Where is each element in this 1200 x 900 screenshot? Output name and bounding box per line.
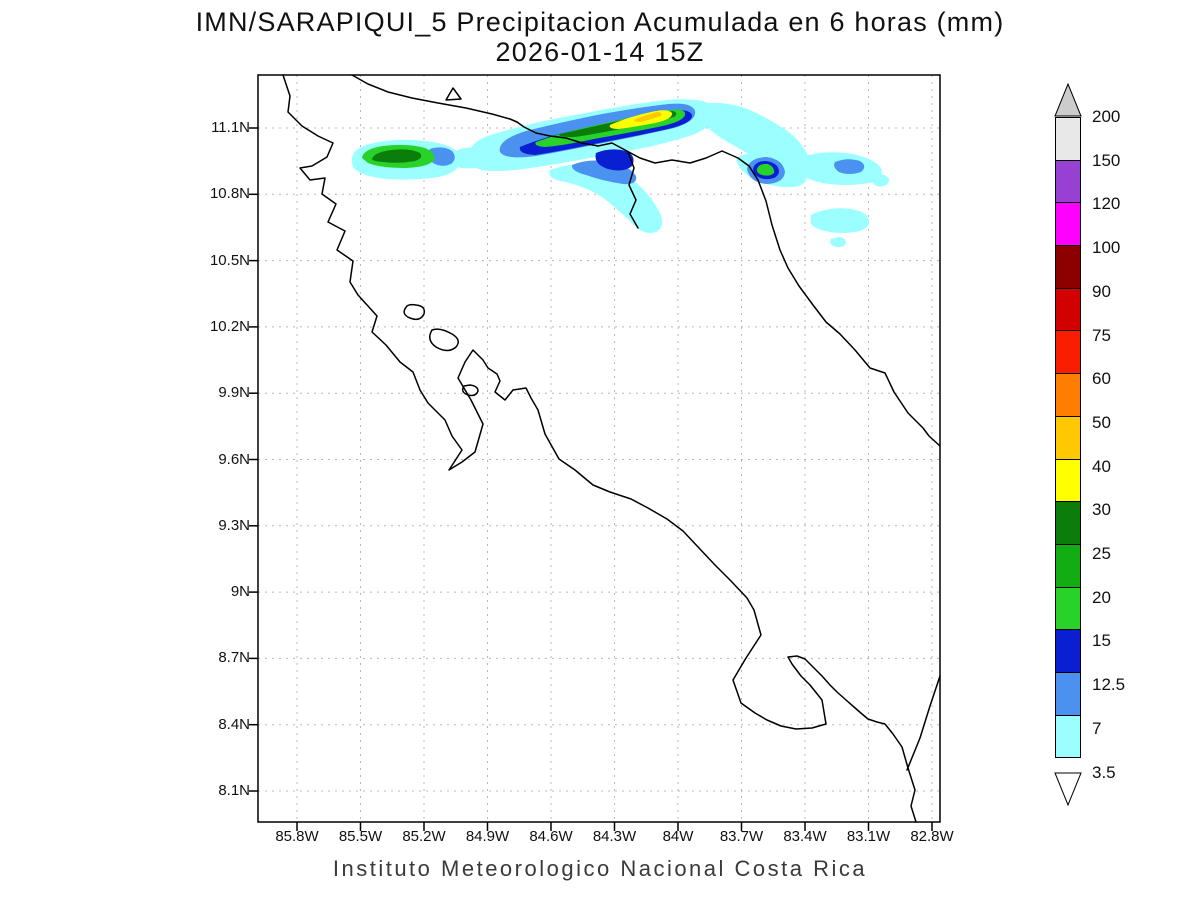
colorbar-tick-label: 3.5	[1092, 762, 1116, 782]
colorbar-arrow-up	[1054, 83, 1082, 117]
lon-tick-label: 83.1W	[846, 828, 891, 845]
lon-tick-label: 84.3W	[592, 828, 637, 845]
chart-title: IMN/SARAPIQUI_5 Precipitacion Acumulada …	[195, 7, 1005, 37]
lat-tick-label: 8.7N	[218, 649, 250, 667]
colorbar-tick-label: 150	[1092, 150, 1121, 170]
lon-tick-label: 85.5W	[338, 828, 383, 845]
source-caption: Instituto Meteorologico Nacional Costa R…	[332, 856, 868, 881]
lat-tick-label: 10.2N	[209, 317, 250, 335]
colorbar-tick-label: 90	[1092, 281, 1111, 301]
lon-tick-label: 84.6W	[529, 828, 573, 845]
colorbar-segment	[1055, 714, 1081, 759]
lat-tick-label: 8.4N	[218, 715, 250, 733]
precipitation-shading	[351, 99, 889, 248]
lat-tick-label: 10.5N	[209, 251, 250, 269]
colorbar-segment	[1055, 501, 1081, 545]
lon-tick-label: 83.7W	[719, 828, 764, 845]
lat-tick-label: 11.1N	[211, 119, 250, 136]
colorbar-tick-label: 50	[1092, 412, 1111, 432]
colorbar-segment	[1055, 117, 1081, 161]
lon-tick-label: 84.9W	[465, 828, 510, 845]
lat-tick-label: 9.6N	[218, 450, 250, 468]
lat-tick-label: 8.1N	[218, 782, 250, 799]
lon-tick-label: 85.8W	[275, 828, 319, 845]
colorbar-tick-label: 100	[1092, 238, 1121, 258]
colorbar-tick-label: 200	[1092, 107, 1121, 126]
colorbar-segment	[1055, 330, 1081, 375]
colorbar-tick-label: 20	[1092, 587, 1111, 607]
colorbar-segment	[1055, 287, 1081, 332]
colorbar-segment	[1055, 415, 1081, 460]
colorbar-segment	[1055, 458, 1081, 503]
axis-ticks	[249, 127, 933, 831]
colorbar-tick-label: 60	[1092, 369, 1111, 389]
colorbar-segment	[1055, 202, 1081, 247]
colorbar-segment	[1055, 543, 1081, 588]
colorbar-tick-label: 7	[1092, 718, 1102, 738]
lat-tick-label: 9.3N	[218, 516, 250, 534]
colorbar-tick-label: 25	[1092, 544, 1111, 563]
chart-subtitle-datetime: 2026-01-14 15Z	[495, 37, 705, 67]
colorbar-tick-label: 75	[1092, 325, 1111, 345]
colorbar-tick-label: 120	[1092, 194, 1121, 214]
coastline	[282, 74, 941, 823]
lon-tick-label: 83.4W	[783, 828, 827, 845]
lat-tick-label: 10.8N	[209, 185, 250, 203]
gridlines	[258, 75, 940, 822]
colorbar-segment	[1055, 629, 1081, 673]
colorbar-tick-label: 30	[1092, 500, 1111, 520]
lat-tick-label: 9.9N	[218, 384, 250, 402]
colorbar-segment	[1055, 671, 1081, 716]
colorbar-segment	[1055, 373, 1081, 417]
colorbar-segment	[1055, 245, 1081, 289]
colorbar-tick-label: 12.5	[1092, 675, 1126, 695]
lon-tick-label: 82.8W	[910, 828, 954, 845]
colorbar	[1055, 117, 1081, 759]
colorbar-segment	[1055, 586, 1081, 631]
map-frame	[257, 74, 941, 823]
lon-tick-label: 85.2W	[402, 828, 446, 845]
colorbar-tick-label: 40	[1092, 456, 1111, 476]
colorbar-tick-label: 15	[1092, 631, 1111, 651]
lon-tick-label: 84W	[662, 828, 694, 845]
colorbar-arrow-down	[1054, 772, 1082, 806]
lat-tick-label: 9N	[230, 583, 250, 601]
colorbar-segment	[1055, 159, 1081, 204]
